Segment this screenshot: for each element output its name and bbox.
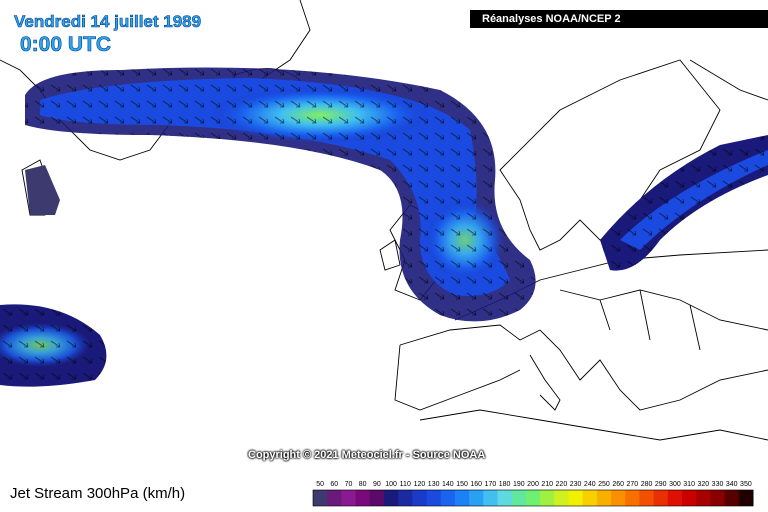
source-banner: Réanalyses NOAA/NCEP 2 bbox=[470, 10, 768, 28]
copyright: Copyright © 2021 Meteociel.fr - Source N… bbox=[248, 449, 486, 461]
time: 0:00 UTC bbox=[20, 33, 112, 57]
map bbox=[0, 0, 768, 441]
date: Vendredi 14 juillet 1989 bbox=[14, 12, 202, 32]
legend-title: Jet Stream 300hPa (km/h) bbox=[10, 485, 186, 502]
jet-stream bbox=[0, 67, 768, 387]
